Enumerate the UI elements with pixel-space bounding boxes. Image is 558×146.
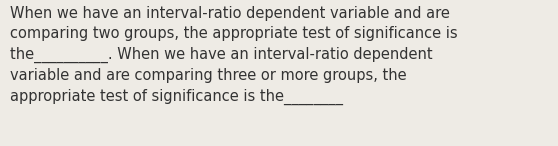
Text: When we have an interval-ratio dependent variable and are
comparing two groups, : When we have an interval-ratio dependent…	[10, 6, 458, 105]
